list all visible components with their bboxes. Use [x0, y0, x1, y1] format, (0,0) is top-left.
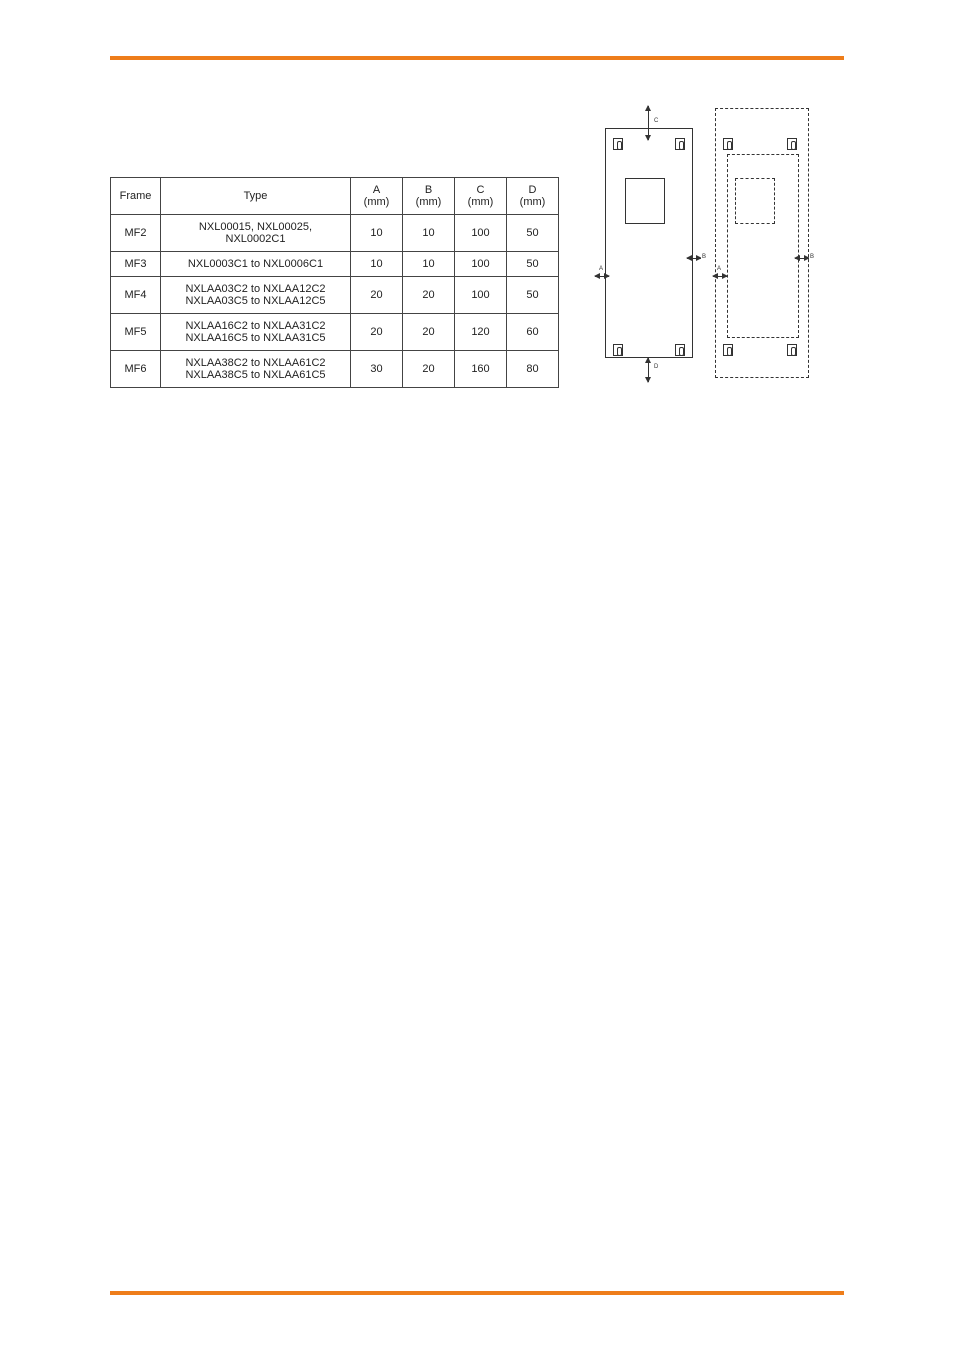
col-header-b: B (mm) — [403, 178, 455, 215]
mount-slot-icon — [675, 344, 685, 356]
cell-d: 50 — [507, 215, 559, 252]
dim-arrow-a — [713, 276, 727, 277]
cell-a: 10 — [351, 252, 403, 277]
clearance-diagram: C D A B — [599, 108, 809, 388]
diagram-panel-adjacent: A B — [709, 108, 809, 388]
dim-label-b: B — [809, 254, 815, 260]
cell-b: 20 — [403, 314, 455, 351]
cell-a: 20 — [351, 314, 403, 351]
mount-slot-icon — [787, 344, 797, 356]
page: Frame Type A (mm) B (mm) C (mm) D (mm) M… — [0, 0, 954, 1351]
cell-type: NXL0003C1 to NXL0006C1 — [161, 252, 351, 277]
top-rule — [110, 56, 844, 60]
mount-slot-icon — [787, 138, 797, 150]
cell-frame: MF3 — [111, 252, 161, 277]
mount-slot-icon — [675, 138, 685, 150]
dim-label-c: C — [653, 118, 659, 124]
mount-slot-icon — [723, 344, 733, 356]
table-row: MF4 NXLAA03C2 to NXLAA12C2 NXLAA03C5 to … — [111, 277, 559, 314]
table-row: MF2 NXL00015, NXL00025, NXL0002C1 10 10 … — [111, 215, 559, 252]
cell-type-line: NXLAA03C5 to NXLAA12C5 — [169, 295, 342, 307]
cell-frame: MF6 — [111, 351, 161, 388]
cell-type: NXLAA16C2 to NXLAA31C2 NXLAA16C5 to NXLA… — [161, 314, 351, 351]
dim-label-d: D — [653, 364, 659, 370]
keypad-display — [625, 178, 665, 224]
mount-slot-icon — [613, 138, 623, 150]
cell-type: NXLAA03C2 to NXLAA12C2 NXLAA03C5 to NXLA… — [161, 277, 351, 314]
cell-frame: MF2 — [111, 215, 161, 252]
cell-a: 20 — [351, 277, 403, 314]
table-row: MF5 NXLAA16C2 to NXLAA31C2 NXLAA16C5 to … — [111, 314, 559, 351]
cell-c: 100 — [455, 252, 507, 277]
cell-type-line: NXLAA38C2 to NXLAA61C2 — [169, 357, 342, 369]
cell-a: 30 — [351, 351, 403, 388]
col-header-d: D (mm) — [507, 178, 559, 215]
keypad-display — [735, 178, 775, 224]
cell-type: NXL00015, NXL00025, NXL0002C1 — [161, 215, 351, 252]
diagram-panel-single: C D A B — [599, 108, 699, 388]
cell-b: 20 — [403, 351, 455, 388]
col-header-frame: Frame — [111, 178, 161, 215]
cell-type: NXLAA38C2 to NXLAA61C2 NXLAA38C5 to NXLA… — [161, 351, 351, 388]
table-row: MF3 NXL0003C1 to NXL0006C1 10 10 100 50 — [111, 252, 559, 277]
cell-a: 10 — [351, 215, 403, 252]
drive-outline — [605, 128, 693, 358]
cell-type-line: NXLAA38C5 to NXLAA61C5 — [169, 369, 342, 381]
dim-label-b: B — [701, 254, 707, 260]
cell-frame: MF4 — [111, 277, 161, 314]
cell-c: 160 — [455, 351, 507, 388]
table-header-row: Frame Type A (mm) B (mm) C (mm) D (mm) — [111, 178, 559, 215]
mount-slot-icon — [723, 138, 733, 150]
bottom-rule — [110, 1291, 844, 1295]
table-row: MF6 NXLAA38C2 to NXLAA61C2 NXLAA38C5 to … — [111, 351, 559, 388]
cell-d: 50 — [507, 277, 559, 314]
cell-c: 100 — [455, 215, 507, 252]
dim-arrow-b — [795, 258, 809, 259]
content-row: Frame Type A (mm) B (mm) C (mm) D (mm) M… — [110, 108, 844, 388]
dim-label-a: A — [716, 266, 722, 272]
dim-arrow-c — [648, 106, 649, 140]
cell-b: 10 — [403, 215, 455, 252]
col-header-a: A (mm) — [351, 178, 403, 215]
cell-d: 80 — [507, 351, 559, 388]
cell-b: 20 — [403, 277, 455, 314]
cell-type-line: NXLAA03C2 to NXLAA12C2 — [169, 283, 342, 295]
cell-c: 120 — [455, 314, 507, 351]
cell-b: 10 — [403, 252, 455, 277]
dim-arrow-d — [648, 358, 649, 382]
cell-type-line: NXLAA16C2 to NXLAA31C2 — [169, 320, 342, 332]
dimensions-table: Frame Type A (mm) B (mm) C (mm) D (mm) M… — [110, 177, 559, 388]
cell-d: 60 — [507, 314, 559, 351]
cell-c: 100 — [455, 277, 507, 314]
dim-arrow-a — [595, 276, 609, 277]
col-header-c: C (mm) — [455, 178, 507, 215]
mount-slot-icon — [613, 344, 623, 356]
cell-d: 50 — [507, 252, 559, 277]
col-header-type: Type — [161, 178, 351, 215]
dim-label-a: A — [598, 266, 604, 272]
cell-type-line: NXLAA16C5 to NXLAA31C5 — [169, 332, 342, 344]
dim-arrow-b — [687, 258, 701, 259]
cell-frame: MF5 — [111, 314, 161, 351]
